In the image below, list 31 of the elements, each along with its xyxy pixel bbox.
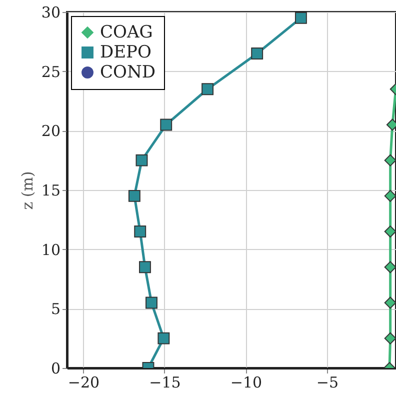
legend-label: COAG xyxy=(100,22,153,42)
point xyxy=(384,226,396,238)
point xyxy=(384,154,396,166)
point xyxy=(384,190,396,202)
x-tick-label: −5 xyxy=(316,374,339,392)
y-axis-title: z (m) xyxy=(18,171,36,210)
point xyxy=(128,190,140,202)
point xyxy=(251,48,264,60)
y-tick-label: 30 xyxy=(41,4,60,22)
point xyxy=(139,261,151,274)
y-tick-label: 20 xyxy=(41,122,60,140)
y-tick-label: 25 xyxy=(41,62,60,81)
point xyxy=(160,118,172,131)
y-tick-label: 10 xyxy=(41,240,60,259)
y-tick-label: 0 xyxy=(50,360,60,378)
point xyxy=(384,261,396,274)
point xyxy=(294,12,307,24)
point xyxy=(136,154,148,166)
point xyxy=(384,296,396,309)
y-tick-label: 5 xyxy=(50,300,60,318)
y-tick-label: 15 xyxy=(41,182,60,200)
point xyxy=(134,226,146,238)
legend-label: COND xyxy=(100,62,156,82)
legend-label: DEPO xyxy=(100,42,152,62)
x-tick-label: −10 xyxy=(230,374,262,392)
point xyxy=(202,83,214,96)
point xyxy=(146,296,158,309)
point xyxy=(384,332,396,344)
point xyxy=(158,332,170,344)
x-tick-label: −20 xyxy=(68,374,100,392)
x-tick-label: −15 xyxy=(149,374,181,392)
